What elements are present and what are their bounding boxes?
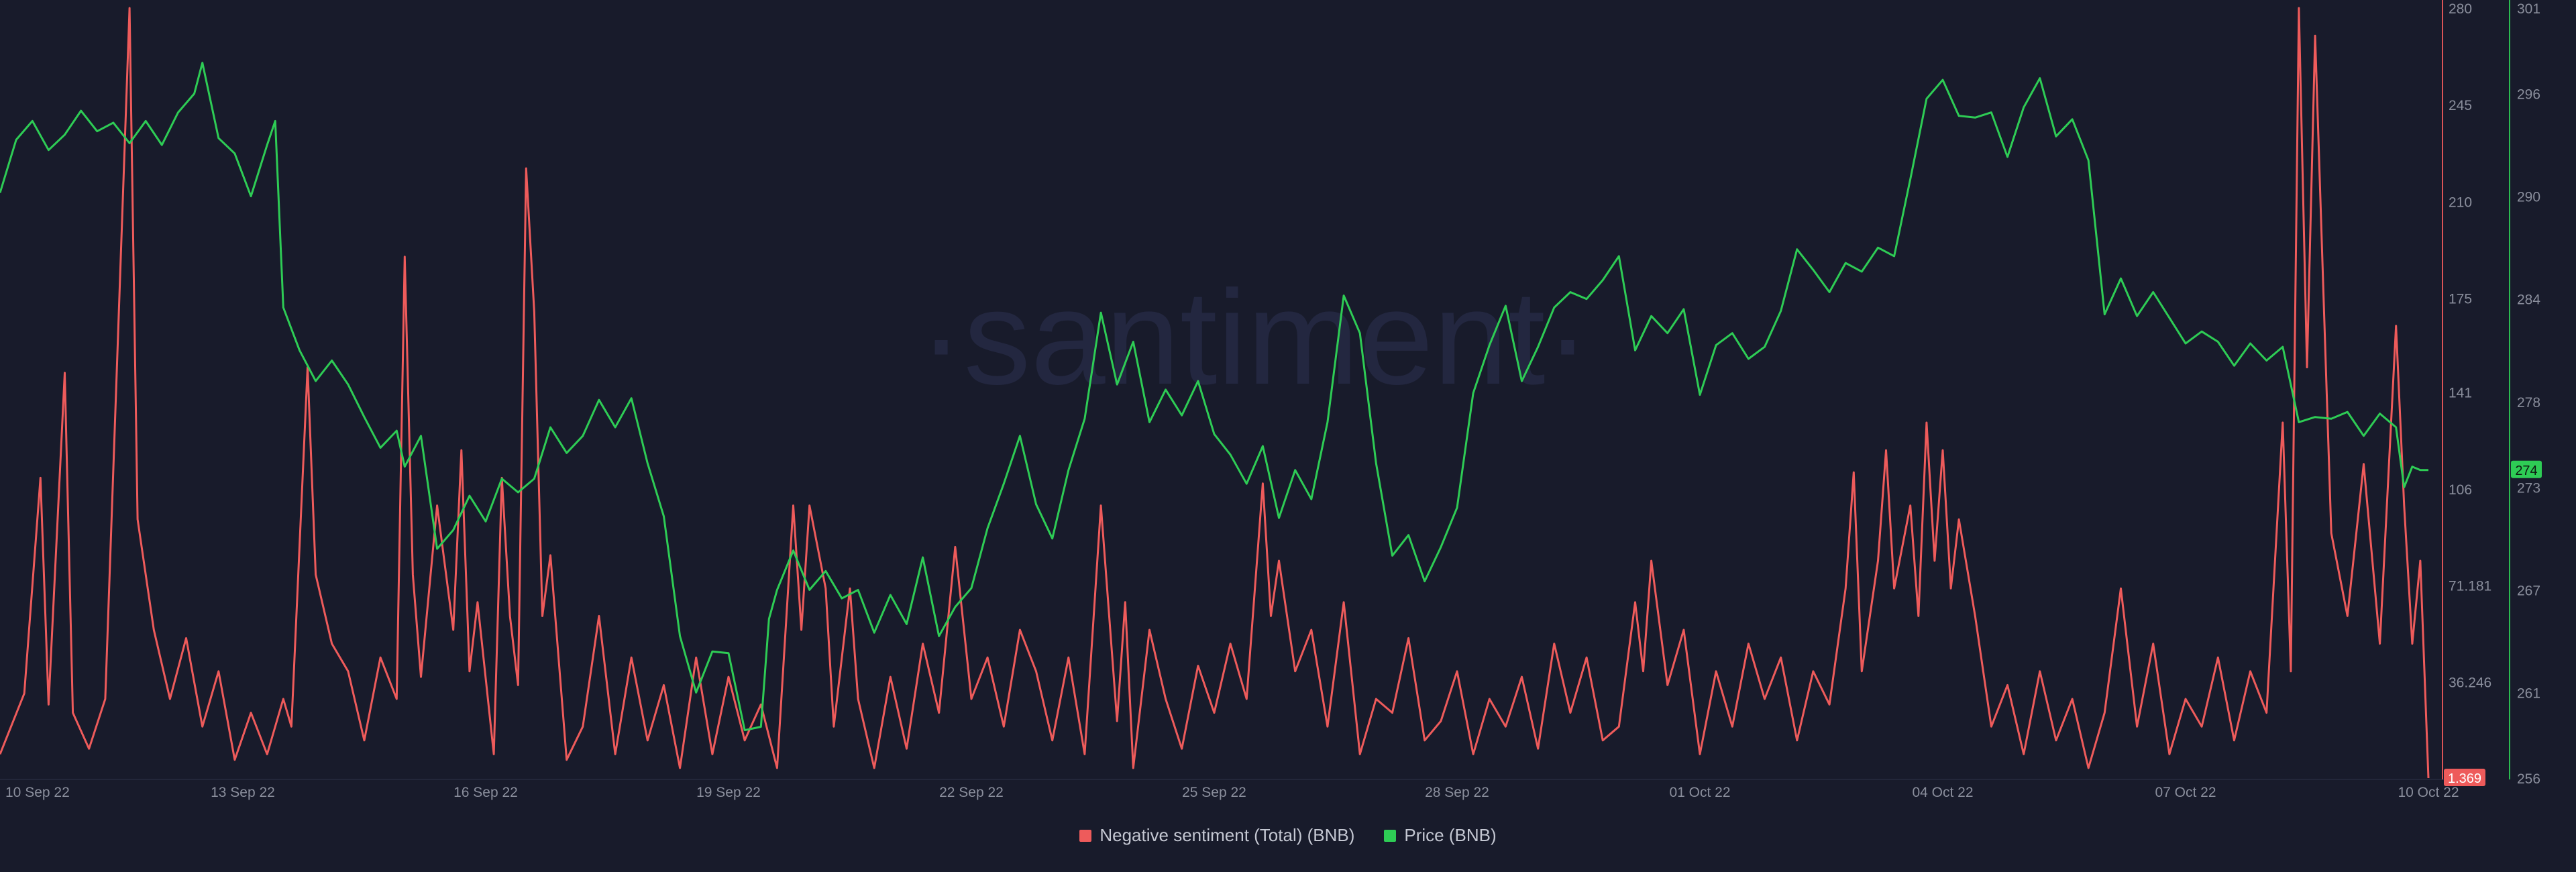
left-tick-label: 106 — [2449, 482, 2472, 498]
right-tick-label: 290 — [2517, 190, 2540, 205]
current-value-price: 274 — [2515, 464, 2537, 478]
series-negative-sentiment — [0, 7, 2430, 779]
left-tick-label: 280 — [2449, 1, 2472, 17]
x-tick-label: 10 Sep 22 — [5, 785, 70, 800]
left-tick-label: 175 — [2449, 292, 2472, 307]
legend-label: Price (BNB) — [1404, 825, 1497, 845]
current-value-badge-negative — [2444, 769, 2485, 786]
left-tick-label: 141 — [2449, 386, 2472, 401]
left-tick-label: 245 — [2449, 98, 2472, 113]
current-value-badge-price — [2511, 460, 2542, 478]
left-tick-label: 36.246 — [2449, 675, 2491, 690]
x-tick-label: 01 Oct 22 — [1669, 785, 1730, 800]
x-tick-label: 07 Oct 22 — [2155, 785, 2216, 800]
current-value-negative: 1.369 — [2448, 771, 2481, 786]
legend-swatch-green — [1384, 829, 1397, 842]
chart-svg: ·santiment· 10 Sep 22 13 Sep 22 16 Sep 22 1… — [0, 0, 2542, 800]
current-value-badges: 1.369 274 — [2444, 460, 2542, 786]
x-tick-label: 25 Sep 22 — [1182, 785, 1246, 800]
legend-item-negative-sentiment[interactable]: Negative sentiment (Total) (BNB) — [1079, 825, 1354, 846]
right-axis-ticks: 256 261 267 273 278 284 290 296 301 — [2517, 1, 2540, 787]
right-tick-label: 256 — [2517, 771, 2540, 787]
legend-label: Negative sentiment (Total) (BNB) — [1099, 825, 1355, 845]
x-tick-label: 10 Oct 22 — [2398, 785, 2459, 800]
right-tick-label: 284 — [2517, 292, 2540, 308]
right-tick-label: 261 — [2517, 686, 2540, 701]
x-axis-ticks: 10 Sep 22 13 Sep 22 16 Sep 22 19 Sep 22 22 S… — [5, 785, 2459, 800]
legend: Negative sentiment (Total) (BNB) Price (… — [0, 825, 2576, 846]
right-tick-label: 267 — [2517, 583, 2540, 598]
x-tick-label: 22 Sep 22 — [939, 785, 1004, 800]
x-tick-label: 19 Sep 22 — [696, 785, 761, 800]
left-tick-label: 210 — [2449, 195, 2472, 210]
left-tick-label: 71.181 — [2449, 578, 2491, 594]
negative-sentiment-line — [0, 7, 2430, 779]
right-tick-label: 273 — [2517, 480, 2540, 496]
right-tick-label: 278 — [2517, 395, 2540, 411]
series-price — [0, 62, 2428, 732]
price-line — [0, 62, 2428, 732]
x-tick-label: 16 Sep 22 — [453, 785, 518, 800]
watermark: ·santiment· — [919, 263, 1590, 413]
x-tick-label: 13 Sep 22 — [211, 785, 275, 800]
left-axis-ticks: 36.246 71.181 106 141 175 210 245 280 — [2449, 1, 2491, 690]
x-tick-label: 04 Oct 22 — [1912, 785, 1973, 800]
right-tick-label: 301 — [2517, 1, 2540, 17]
legend-item-price[interactable]: Price (BNB) — [1384, 825, 1497, 846]
right-tick-label: 296 — [2517, 87, 2540, 103]
legend-swatch-red — [1079, 829, 1092, 842]
x-tick-label: 28 Sep 22 — [1425, 785, 1489, 800]
